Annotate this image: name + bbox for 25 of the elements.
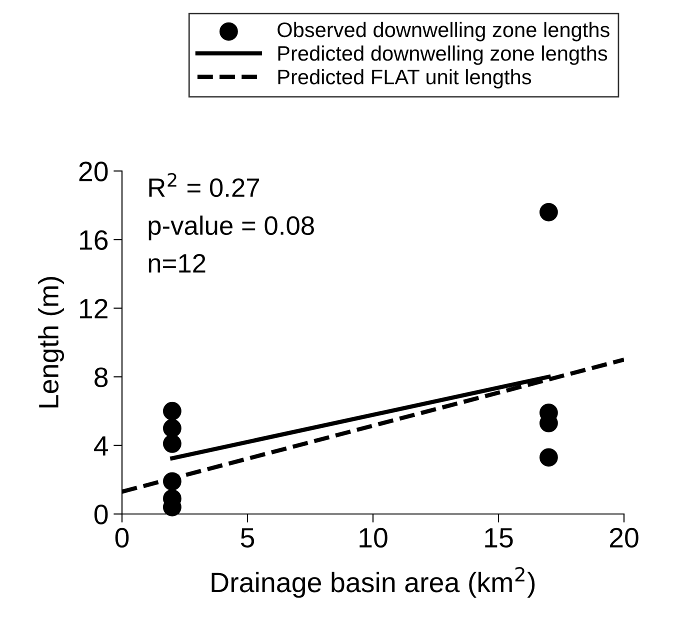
y-tick-label: 20: [79, 162, 108, 182]
annotation: R$^{2}$ = 0.27: [149, 172, 259, 198]
point: [163, 434, 182, 453]
y-tick-label: 16: [80, 230, 108, 250]
annotation: p-value = 0.08: [148, 216, 314, 240]
y-tick-label: 4: [94, 436, 108, 456]
x-tick-label: 10: [360, 528, 388, 548]
annotation: n=12: [148, 254, 206, 272]
x-tick-label: 0: [115, 528, 129, 548]
y-tick-label: 12: [80, 298, 108, 318]
x-tick-label: 5: [240, 528, 254, 548]
legend-label: Predicted FLAT unit lengths: [278, 69, 532, 89]
legend-label: Predicted downwelling zone lengths: [278, 45, 608, 65]
x-tick-label: 15: [485, 528, 513, 548]
point: [163, 419, 182, 438]
point: [163, 472, 182, 491]
y-tick-label: 0: [94, 504, 108, 524]
point: [540, 202, 558, 222]
legend-label: Observed downwelling zone lengths: [278, 22, 610, 42]
x-axis-title: Drainage basin area (km$^{2}$): [212, 566, 535, 598]
point: [163, 402, 182, 420]
point: [540, 448, 558, 467]
y-axis-title: Length (m): [38, 277, 64, 408]
y-tick-label: 8: [94, 367, 108, 388]
x-tick-label: 20: [610, 528, 638, 548]
